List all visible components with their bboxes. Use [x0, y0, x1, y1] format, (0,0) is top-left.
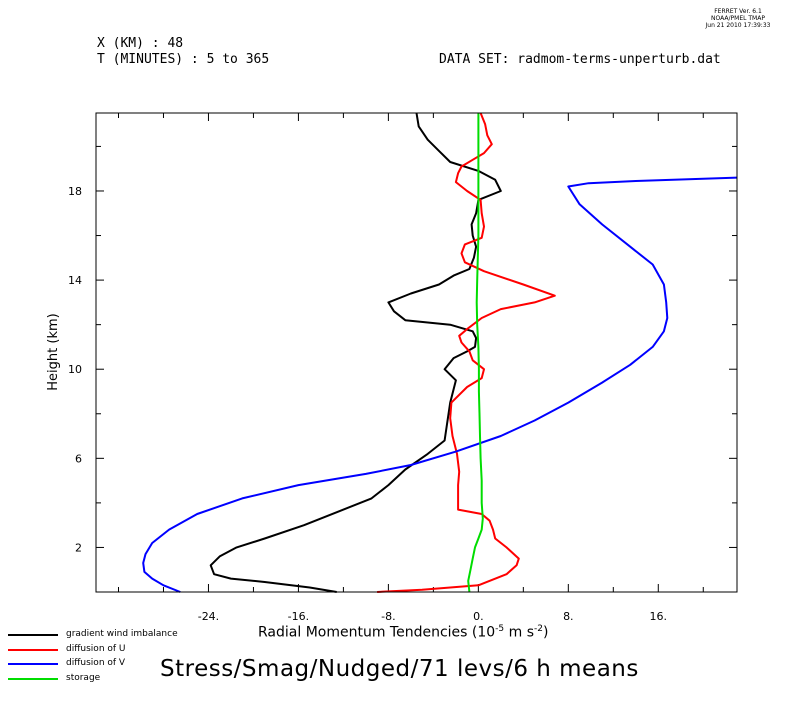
plot-frame [95, 112, 738, 593]
xlabel-exponent: -5 [495, 624, 505, 634]
legend-label: storage [66, 672, 101, 683]
x-axis-label: Radial Momentum Tendencies (10-5 m s-2) [258, 624, 548, 641]
xlabel-prefix: Radial Momentum Tendencies (10 [258, 624, 496, 641]
legend: gradient wind imbalance diffusion of U d… [8, 628, 208, 686]
legend-item-storage: storage [8, 672, 208, 687]
ferret-date: Jun 21 2010 17:39:33 [705, 22, 771, 29]
y-tick-label: 6 [75, 452, 82, 465]
legend-swatch [8, 663, 58, 665]
x-tick-label: -16. [288, 610, 309, 623]
axis-ticks [96, 113, 737, 592]
legend-swatch [8, 634, 58, 636]
header-dataset-line: DATA SET: radmom-terms-unperturb.dat [439, 52, 721, 67]
legend-item-diffusion-u: diffusion of U [8, 643, 208, 658]
x-tick-label: 16. [650, 610, 668, 623]
series-line-3 [467, 113, 484, 593]
xlabel-mid: m s [504, 624, 534, 641]
y-tick-label: 18 [68, 185, 82, 198]
y-tick-label: 10 [68, 363, 82, 376]
legend-item-diffusion-v: diffusion of V [8, 657, 208, 672]
legend-label: gradient wind imbalance [66, 629, 178, 639]
xlabel-exponent-2: -2 [534, 624, 543, 634]
legend-swatch [8, 677, 58, 680]
x-tick-label: -8. [381, 610, 395, 623]
ferret-stamp: FERRET Ver. 6.1 NOAA/PMEL TMAP Jun 21 20… [690, 8, 786, 29]
legend-swatch [8, 648, 58, 651]
header-x-line: X (KM) : 48 [97, 36, 184, 51]
x-tick-label: 0. [473, 610, 484, 623]
ferret-version: FERRET Ver. 6.1 [714, 8, 762, 15]
series-line-0 [209, 112, 502, 593]
ferret-org: NOAA/PMEL TMAP [711, 15, 765, 22]
x-tick-label: -24. [198, 610, 219, 623]
legend-label: diffusion of U [66, 643, 126, 654]
header-t-line: T (MINUTES) : 5 to 365 [97, 52, 270, 67]
x-tick-label: 8. [563, 610, 574, 623]
series-layer [142, 112, 738, 593]
y-tick-label: 14 [68, 274, 82, 287]
xlabel-suffix: ) [542, 624, 549, 641]
legend-item-gradient-wind: gradient wind imbalance [8, 628, 208, 643]
tick-labels: -24. -16. -8. 0. 8. 16. 2 6 10 14 18 [68, 185, 667, 623]
legend-label: diffusion of V [66, 658, 126, 668]
series-line-1 [377, 112, 556, 593]
y-axis-label: Height (km) [46, 313, 61, 390]
y-tick-label: 2 [75, 541, 82, 554]
chart-title: Stress/Smag/Nudged/71 levs/6 h means [160, 656, 639, 682]
series-line-2 [142, 176, 738, 593]
